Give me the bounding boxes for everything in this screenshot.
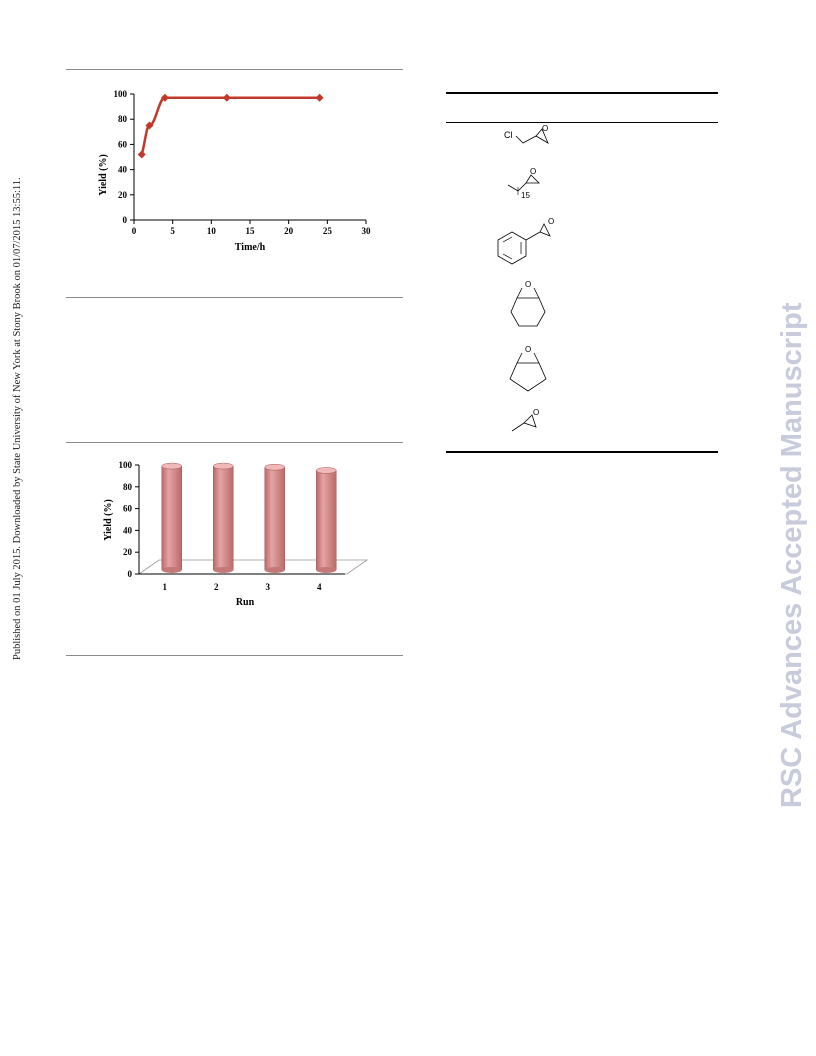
oxygen-atom-label: O [548,217,554,226]
y-tick-label: 80 [123,482,133,492]
yield-run-chart: 0 20 40 60 80 100 1 2 3 4 Yield (%) Run [103,460,369,608]
oxygen-atom-label: O [533,408,539,417]
publication-note-text: Published on 01 July 2015. Downloaded by… [12,177,23,660]
x-axis-label: Time/h [235,242,266,253]
y-tick-label: 20 [123,547,133,557]
figure2-bottom-rule [66,655,403,656]
oxygen-atom-label: O [525,280,531,289]
x-tick-label: 5 [170,226,175,236]
y-tick-label: 100 [114,89,128,99]
cyclopentene-oxide-structure: O [509,345,547,392]
y-axis-label: Yield (%) [98,154,109,196]
publication-note: Published on 01 July 2015. Downloaded by… [0,0,24,1056]
bar-top [161,462,182,470]
x-tick-label: 25 [323,226,333,236]
y-tick-label: 20 [118,190,128,200]
x-axis-label: Run [236,597,255,608]
x-tick-label: 0 [132,226,137,236]
figure1-top-rule [66,69,403,70]
data-point [145,121,154,130]
data-point [160,93,169,102]
table-bottom-rule [446,451,718,453]
bar-top [213,462,234,470]
table-top-rule [446,92,718,94]
data-point [315,93,324,102]
y-tick-label: 100 [119,460,133,470]
figure2-top-rule [66,442,403,443]
bar [316,470,337,571]
styrene-oxide-structure: O [497,217,554,265]
x-tick-label: 4 [317,582,322,592]
propylene-oxide-structure: O [511,408,539,432]
x-tick-label: 10 [207,226,217,236]
bar [161,465,182,571]
bar-top [264,463,285,471]
data-point [222,93,231,102]
y-tick-label: 60 [118,139,128,149]
oxygen-atom-label: O [530,167,536,176]
table-header-rule [446,122,718,123]
data-point [137,150,146,159]
yield-time-chart: 0 5 10 15 20 25 30 0 20 40 60 80 100 Yield (%) Time/… [98,89,372,253]
y-tick-label: 40 [123,525,133,535]
epichlorohydrin-structure: Cl O [504,124,549,144]
bar [213,465,234,571]
y-tick-label: 40 [118,165,128,175]
x-tick-label: 15 [246,226,256,236]
oxygen-atom-label: O [525,345,531,354]
series-line [140,96,320,155]
x-tick-label: 1 [163,582,168,592]
bar-base [316,567,337,573]
x-tick-label: 2 [214,582,219,592]
bar-base [161,567,182,573]
long-chain-epoxide-structure: O 15 [507,167,540,200]
y-tick-label: 60 [123,504,133,514]
y-tick-label: 80 [118,114,128,124]
chlorine-atom-label: Cl [504,130,513,140]
x-tick-label: 20 [284,226,294,236]
y-tick-label: 0 [128,569,133,579]
y-tick-label: 0 [123,215,128,225]
y-axis-label: Yield (%) [103,499,114,541]
x-tick-label: 30 [362,226,372,236]
oxygen-atom-label: O [542,124,548,133]
bar-top [316,467,337,474]
chain-length-label: 15 [521,191,530,200]
figure1-bottom-rule [66,297,403,298]
x-tick-label: 3 [266,582,271,592]
cyclohexene-oxide-structure: O [510,280,546,327]
bar-base [213,567,234,573]
bar-base [264,567,285,573]
watermark-text: RSC Advances Accepted Manuscript [776,302,808,809]
bar [264,466,285,571]
watermark: RSC Advances Accepted Manuscript [756,0,816,1056]
